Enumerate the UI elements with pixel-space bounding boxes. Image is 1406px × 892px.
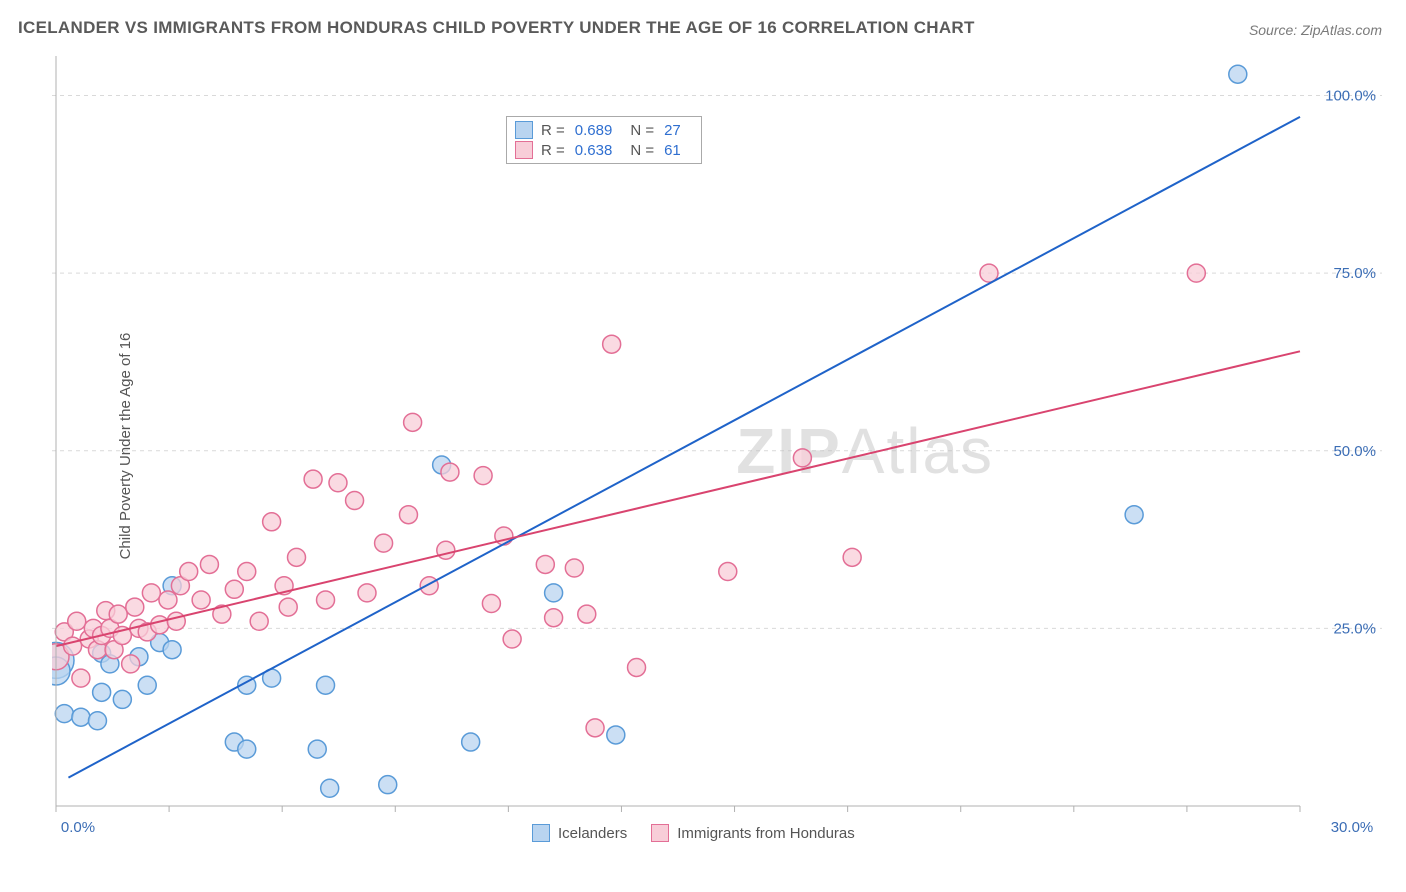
legend-row-icelanders: R = 0.689 N = 27 bbox=[515, 121, 691, 139]
swatch-icon bbox=[515, 141, 533, 159]
source-label: Source: ZipAtlas.com bbox=[1249, 22, 1382, 38]
legend-row-honduras: R = 0.638 N = 61 bbox=[515, 141, 691, 159]
legend-r-value: 0.638 bbox=[575, 142, 613, 159]
svg-text:25.0%: 25.0% bbox=[1333, 620, 1376, 637]
legend-n-value: 61 bbox=[664, 142, 681, 159]
legend-series-label: Immigrants from Honduras bbox=[677, 825, 855, 842]
chart-svg: 25.0%50.0%75.0%100.0%ZIPAtlas0.0%30.0% bbox=[52, 56, 1382, 848]
svg-text:75.0%: 75.0% bbox=[1333, 265, 1376, 282]
legend-item-honduras: Immigrants from Honduras bbox=[651, 824, 855, 842]
svg-text:100.0%: 100.0% bbox=[1325, 88, 1376, 105]
svg-text:30.0%: 30.0% bbox=[1331, 819, 1374, 836]
legend-r-label: R = bbox=[541, 142, 565, 159]
legend-n-value: 27 bbox=[664, 122, 681, 139]
legend-n-label: N = bbox=[630, 122, 654, 139]
svg-text:50.0%: 50.0% bbox=[1333, 443, 1376, 460]
svg-text:0.0%: 0.0% bbox=[61, 819, 95, 836]
legend-r-label: R = bbox=[541, 122, 565, 139]
legend-series: Icelanders Immigrants from Honduras bbox=[532, 824, 855, 842]
legend-r-value: 0.689 bbox=[575, 122, 613, 139]
legend-series-label: Icelanders bbox=[558, 825, 627, 842]
swatch-icon bbox=[515, 121, 533, 139]
chart-container: ICELANDER VS IMMIGRANTS FROM HONDURAS CH… bbox=[0, 0, 1406, 892]
chart-title: ICELANDER VS IMMIGRANTS FROM HONDURAS CH… bbox=[18, 18, 975, 38]
legend-item-icelanders: Icelanders bbox=[532, 824, 627, 842]
legend-n-label: N = bbox=[630, 142, 654, 159]
plot-area: 25.0%50.0%75.0%100.0%ZIPAtlas0.0%30.0% R… bbox=[52, 56, 1382, 848]
legend-correlation: R = 0.689 N = 27 R = 0.638 N = 61 bbox=[506, 116, 702, 164]
swatch-icon bbox=[651, 824, 669, 842]
swatch-icon bbox=[532, 824, 550, 842]
